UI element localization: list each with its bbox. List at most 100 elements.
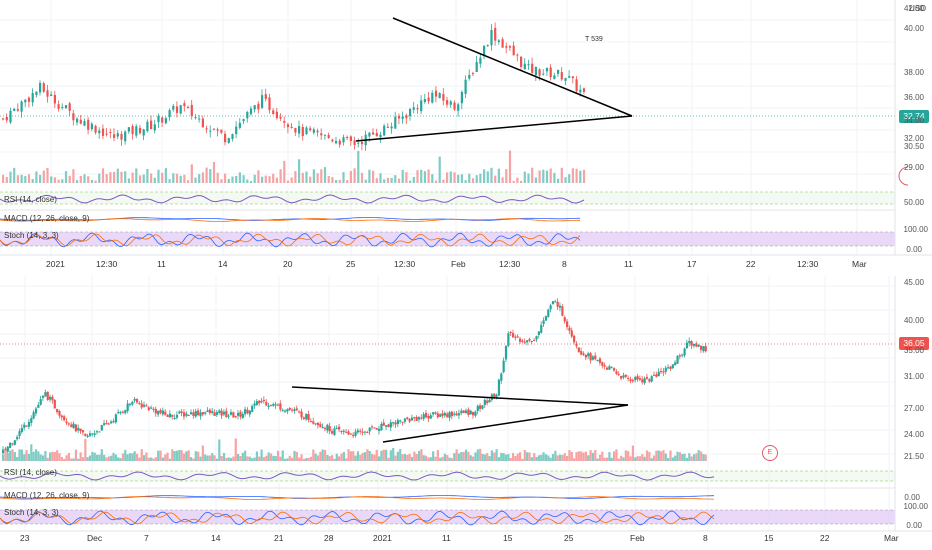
top-candle: [420, 100, 423, 112]
bottom-candle: [425, 412, 428, 418]
bottom-volume-bar: [185, 451, 188, 461]
top-volume-bar: [79, 175, 82, 183]
bottom-candle: [185, 413, 188, 416]
bottom-candle: [638, 378, 642, 380]
top-candle: [409, 108, 412, 117]
top-candle: [124, 131, 127, 142]
bottom-volume-bar: [124, 449, 127, 461]
bottom-candle: [667, 367, 670, 369]
bottom-candle: [67, 423, 70, 425]
bottom-volume-bar: [255, 451, 258, 461]
bottom-volume-bar: [300, 454, 303, 461]
top-volume-bar: [579, 170, 582, 183]
top-candle: [150, 120, 153, 130]
bottom-candle: [568, 327, 571, 331]
top-volume-bar: [94, 180, 97, 183]
top-candle: [83, 121, 86, 126]
top-volume-bar: [416, 170, 419, 183]
top-candle: [179, 105, 182, 114]
bottom-volume-bar: [140, 449, 143, 461]
bottom-volume-bar: [526, 452, 529, 461]
bottom-volume-bar: [511, 453, 515, 461]
bottom-volume-bar: [406, 454, 409, 461]
top-volume-bar: [379, 173, 382, 183]
bottom-stoch-scale-low: 0.00: [906, 521, 922, 530]
bottom-volume-bar: [168, 458, 172, 461]
top-rsi-band: [0, 192, 895, 204]
bottom-candle: [533, 340, 536, 342]
bottom-price-tick-4: 27.00: [903, 404, 924, 413]
bottom-volume-bar: [403, 453, 407, 461]
top-volume-bar: [161, 172, 164, 183]
top-candle: [379, 134, 382, 138]
bottom-volume-bar: [110, 455, 113, 461]
bottom-candle: [488, 399, 491, 403]
top-stoch-k: [0, 232, 581, 248]
top-volume-bar: [201, 172, 204, 183]
earnings-badge[interactable]: E: [762, 445, 778, 461]
bottom-candle: [220, 410, 223, 416]
bottom-candle: [347, 431, 350, 435]
top-candle: [201, 118, 204, 128]
bottom-volume-bar: [112, 452, 115, 461]
top-volume-bar: [249, 180, 253, 183]
bottom-candle: [354, 431, 357, 436]
top-candle: [205, 128, 208, 130]
top-volume-bar: [508, 150, 512, 183]
top-volume-bar: [494, 175, 497, 183]
top-candle: [242, 119, 245, 122]
top-candle: [98, 130, 101, 134]
top-volume-bar: [261, 176, 264, 183]
bottom-candle: [469, 410, 472, 415]
bottom-volume-bar: [157, 450, 160, 461]
bottom-volume-bar: [164, 454, 167, 461]
bottom-candle: [587, 353, 590, 357]
bottom-candle: [563, 317, 566, 322]
bottom-candle: [237, 412, 240, 416]
bottom-volume-bar: [56, 450, 59, 461]
bottom-candle: [676, 356, 679, 364]
bottom-volume-bar: [279, 456, 282, 461]
top-volume-bar: [253, 174, 256, 183]
top-candle: [335, 141, 338, 144]
bottom-volume-bar: [544, 454, 548, 461]
bottom-chart-panel[interactable]: [0, 276, 932, 548]
bottom-rsi-line: [0, 471, 715, 481]
bottom-candle: [589, 353, 592, 361]
bottom-candle: [16, 436, 19, 440]
bottom-candle: [556, 301, 559, 307]
bottom-candle: [81, 430, 85, 433]
top-candle: [76, 118, 79, 123]
bottom-candle: [168, 413, 172, 418]
bottom-candle: [164, 411, 167, 415]
bottom-candle: [617, 374, 620, 376]
bottom-candle: [295, 408, 298, 411]
top-candle: [94, 125, 97, 133]
bottom-candle: [674, 362, 677, 366]
bottom-volume-bar: [328, 456, 331, 461]
top-volume-bar: [338, 179, 341, 183]
bottom-candle: [30, 418, 33, 423]
bottom-volume-bar: [65, 455, 68, 461]
top-volume-bar: [286, 180, 290, 183]
bottom-candle: [328, 426, 331, 432]
top-volume-bar: [279, 169, 282, 183]
bottom-volume-bar: [246, 456, 249, 461]
bottom-candle: [284, 410, 287, 412]
top-stoch-d: [0, 233, 581, 247]
bottom-volume-bar: [218, 439, 221, 461]
bottom-candle: [551, 301, 555, 305]
bottom-candle: [584, 354, 587, 358]
bottom-volume-bar: [345, 458, 348, 461]
bottom-time-tick-9: 25: [564, 533, 574, 543]
bottom-candle: [46, 391, 49, 400]
bottom-volume-bar: [669, 450, 672, 461]
bottom-candle: [77, 427, 80, 431]
bottom-volume-bar: [60, 457, 63, 461]
top-candle: [372, 132, 375, 135]
top-volume-bar: [397, 178, 401, 183]
top-candle: [116, 133, 119, 137]
top-chart-panel[interactable]: [0, 0, 932, 272]
bottom-volume-bar: [211, 453, 214, 461]
bottom-volume-bar: [11, 449, 14, 461]
